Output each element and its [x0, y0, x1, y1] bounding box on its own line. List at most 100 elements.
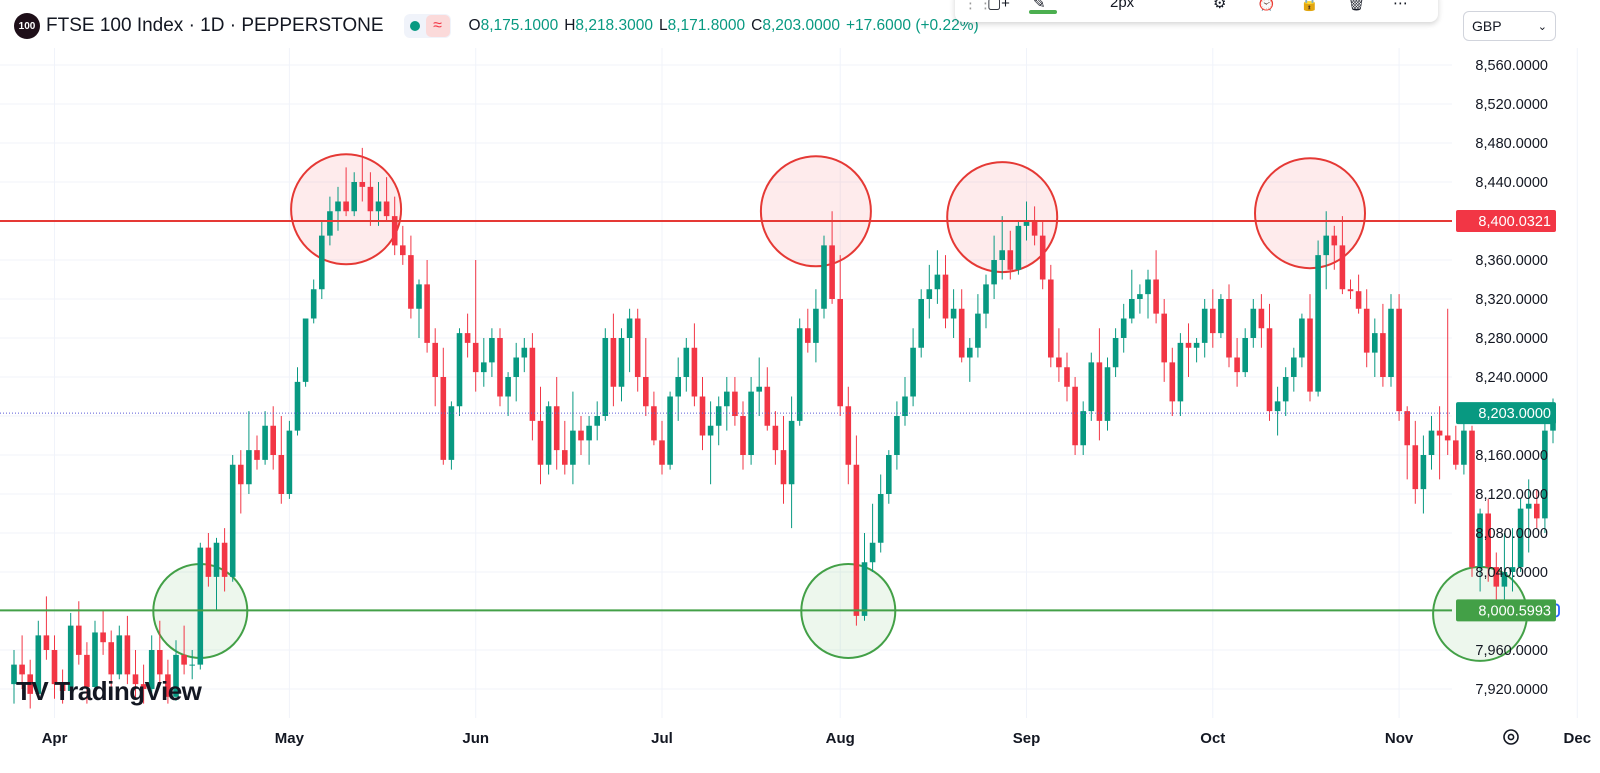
candle-body [1323, 235, 1329, 256]
candle-body [254, 450, 260, 460]
candle-body [416, 284, 422, 309]
y-tick-label: 8,080.0000 [1475, 526, 1548, 542]
delayed-data-icon: ≈ [425, 15, 450, 37]
currency-select[interactable]: GBP ⌄ [1463, 11, 1556, 41]
high-label: H [564, 17, 576, 34]
candle-body [805, 328, 811, 343]
candle-body [861, 562, 868, 616]
more-icon[interactable]: ⋯ [1393, 0, 1408, 12]
candle-body [691, 347, 698, 397]
candle-body [1072, 386, 1078, 446]
candle-body [294, 381, 301, 431]
line-color-icon[interactable]: ✎ [1033, 0, 1046, 12]
price-label-text: 8,203.0000 [1478, 406, 1551, 422]
candle-body [1234, 357, 1240, 373]
lock-icon[interactable]: 🔒 [1300, 0, 1319, 12]
y-tick-label: 7,960.0000 [1475, 643, 1548, 659]
candle-body [821, 245, 827, 309]
candle-body [545, 406, 552, 465]
candle-body [262, 425, 268, 460]
candle-body [1517, 508, 1524, 568]
x-tick-label: May [275, 730, 305, 747]
candle-body [1210, 308, 1216, 334]
candle-body [1501, 572, 1508, 587]
candle-body [1331, 235, 1338, 246]
template-icon[interactable]: ▢+ [987, 0, 1010, 12]
candle-body [1137, 294, 1143, 299]
candle-body [464, 333, 471, 343]
price-label-text: 8,400.0321 [1478, 214, 1551, 230]
candle-body [148, 650, 155, 689]
candle-body [1015, 225, 1022, 270]
candle-body [999, 250, 1005, 260]
chevron-down-icon: ⌄ [1537, 20, 1547, 33]
candle-body [505, 377, 511, 397]
candle-body [1064, 367, 1070, 387]
candle-body [1153, 279, 1159, 314]
candle-body [448, 406, 455, 460]
market-status-pill[interactable]: ≈ [403, 14, 451, 38]
candle-body [181, 654, 187, 665]
market-open-dot-icon [404, 14, 426, 38]
delete-icon[interactable]: 🗑 [1347, 0, 1367, 12]
candle-body [1485, 513, 1491, 568]
candle-body [1355, 291, 1362, 309]
candle-body [76, 625, 82, 655]
candle-body [926, 289, 933, 299]
candle-body [1542, 430, 1548, 519]
line-width-button[interactable]: 2px [1110, 0, 1135, 11]
candle-body [1380, 333, 1386, 377]
candle-body [205, 547, 212, 577]
candle-body [1372, 333, 1378, 353]
candle-body [84, 654, 90, 688]
candle-body [51, 650, 58, 685]
candle-body [1299, 318, 1305, 358]
candle-body [302, 318, 309, 382]
candle-body [140, 684, 147, 689]
candle-body [594, 416, 600, 426]
candle-body [562, 450, 568, 465]
candle-body [1396, 308, 1402, 412]
alert-icon[interactable]: ⏰ [1257, 0, 1276, 12]
currency-value: GBP [1472, 18, 1502, 34]
drag-handle-icon[interactable]: ⋮⋮ [963, 0, 993, 12]
settings-gear-icon[interactable] [1499, 725, 1523, 749]
candle-body [1056, 357, 1062, 368]
candle-body [246, 450, 252, 485]
candle-body [278, 455, 285, 494]
candle-body [1129, 299, 1135, 319]
candle-body [991, 260, 997, 285]
candle-body [1112, 338, 1119, 368]
candle-body [310, 289, 317, 319]
candle-body [983, 284, 989, 314]
candle-body [724, 391, 730, 407]
y-tick-label: 8,360.0000 [1475, 253, 1548, 269]
open-label: O [468, 17, 481, 34]
y-tick-label: 8,560.0000 [1475, 58, 1548, 74]
candle-body [1404, 411, 1410, 446]
y-tick-label: 8,040.0000 [1475, 565, 1548, 581]
candle-body [189, 664, 195, 666]
symbol-title[interactable]: FTSE 100 Index · 1D · PEPPERSTONE [46, 15, 384, 36]
candle-body [1031, 221, 1038, 236]
candle-body [1420, 455, 1427, 490]
candle-body [764, 386, 771, 426]
candle-body [1339, 245, 1346, 290]
resistance-circle [1254, 157, 1366, 270]
candle-body [229, 464, 236, 577]
candle-body [391, 216, 398, 246]
candle-body [813, 308, 819, 343]
candle-body [756, 386, 762, 392]
candle-body [553, 406, 560, 451]
candle-body [967, 347, 973, 358]
y-tick-label: 8,240.0000 [1475, 370, 1548, 386]
candle-body [497, 338, 503, 397]
candle-body [837, 299, 843, 407]
candle-body [1120, 318, 1127, 338]
candle-body [1096, 362, 1103, 421]
candle-body [1161, 313, 1167, 363]
candle-body [1242, 338, 1248, 373]
settings-icon[interactable]: ⚙ [1213, 0, 1227, 12]
candle-body [108, 642, 114, 675]
